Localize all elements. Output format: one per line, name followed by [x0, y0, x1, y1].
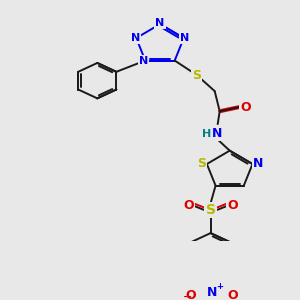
Text: N: N	[130, 33, 140, 43]
Text: O: O	[185, 289, 196, 300]
Text: N: N	[206, 286, 217, 299]
Text: N: N	[155, 18, 165, 28]
Text: +: +	[217, 282, 224, 291]
Text: N: N	[212, 127, 222, 140]
Text: N: N	[180, 33, 189, 43]
Text: O: O	[183, 199, 194, 212]
Text: S: S	[197, 157, 206, 170]
Text: H: H	[202, 129, 211, 139]
Text: O: O	[240, 101, 251, 114]
Text: O: O	[227, 289, 238, 300]
Text: S: S	[192, 68, 201, 82]
Text: N: N	[253, 157, 264, 170]
Text: N: N	[139, 56, 148, 66]
Text: O: O	[227, 199, 238, 212]
Text: S: S	[206, 203, 216, 217]
Text: −: −	[183, 292, 192, 300]
